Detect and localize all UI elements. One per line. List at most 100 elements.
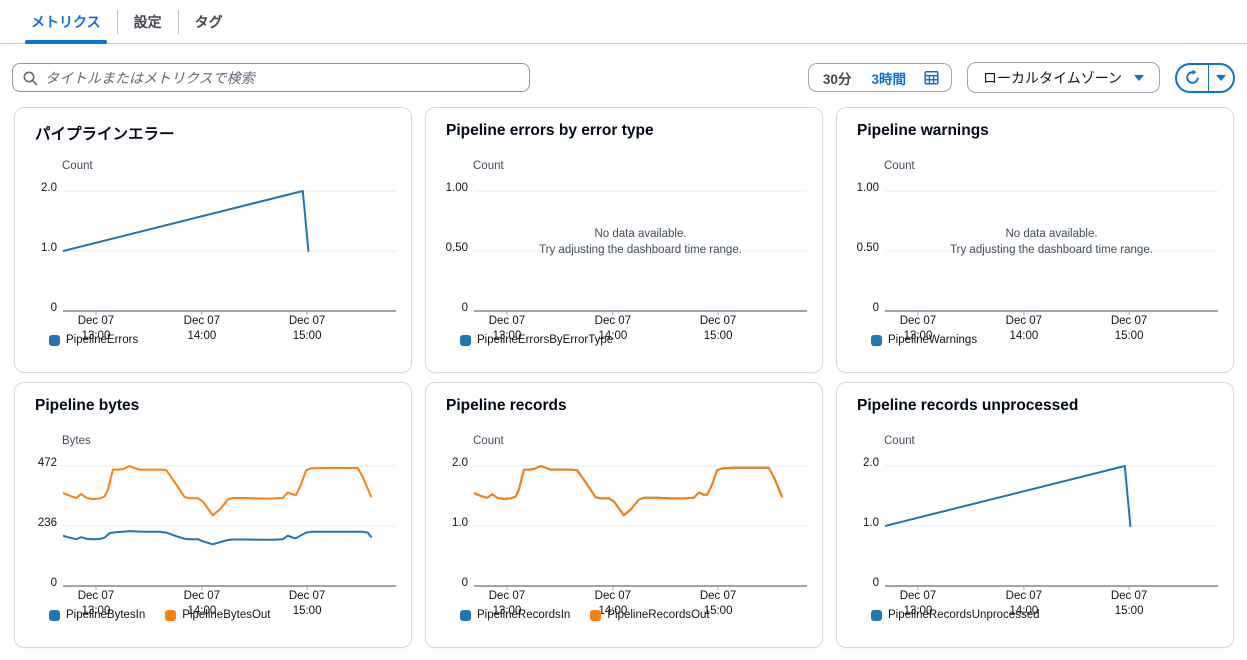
legend-color-swatch (460, 609, 471, 621)
chart-plot (885, 190, 1218, 315)
legend-color-swatch (871, 609, 882, 621)
x-tick-label: Dec 07 15:00 (1110, 590, 1148, 617)
timezone-dropdown[interactable]: ローカルタイムゾーン (966, 62, 1160, 93)
y-axis-label: Count (473, 435, 504, 447)
legend-label: PipelineRecordsOut (607, 609, 710, 621)
calendar-icon (924, 71, 939, 85)
legend-color-swatch (165, 609, 177, 621)
x-tick-label: Dec 07 14:00 (183, 590, 221, 617)
y-tick-label: 0.50 (445, 242, 468, 254)
x-tick-label: Dec 07 14:00 (594, 315, 632, 342)
y-tick-label: 0 (461, 577, 468, 589)
y-tick-label: 0 (50, 302, 57, 314)
time-range-group: 30分 3時間 (807, 63, 952, 92)
series-line-PipelineRecordsIn (474, 465, 783, 517)
legend-item[interactable]: PipelineWarnings (871, 334, 977, 346)
x-tick-label: Dec 07 15:00 (288, 315, 326, 342)
chart-legend: PipelineErrors (49, 334, 138, 346)
legend-color-swatch (49, 609, 60, 621)
x-tick-label: Dec 07 13:00 (77, 315, 115, 342)
timezone-label: ローカルタイムゾーン (982, 69, 1122, 86)
y-tick-label: 2.0 (41, 182, 57, 194)
time-controls: 30分 3時間 ローカルタイムゾーン (807, 62, 1235, 93)
calendar-button[interactable] (916, 70, 947, 85)
series-line-PipelineErrors (63, 190, 310, 252)
legend-color-swatch (460, 334, 471, 346)
metric-card: Pipeline errors by error type Count 1.00 0.… (425, 107, 823, 373)
metric-card: Pipeline records Count 2.0 1.0 0 Dec 07 13:00 D… (425, 382, 823, 648)
x-tick-label: Dec 07 13:00 (488, 315, 526, 342)
search-input[interactable] (13, 64, 529, 91)
y-axis-label: Count (62, 160, 93, 172)
chart-title: Pipeline warnings (857, 122, 989, 139)
empty-state-message: No data available. Try adjusting the dash… (539, 228, 742, 257)
series-line-PipelineBytesIn (63, 530, 372, 546)
tab-metrics[interactable]: メトリクス (15, 0, 117, 44)
chart-plot (63, 465, 396, 590)
legend-label: PipelineRecordsUnprocessed (888, 609, 1040, 621)
legend-item[interactable]: PipelineErrorsByErrorType (460, 334, 613, 346)
y-tick-label: 1.0 (863, 517, 879, 529)
y-tick-label: 1.00 (445, 182, 468, 194)
x-tick-label: Dec 07 14:00 (1005, 590, 1043, 617)
legend-label: PipelineWarnings (888, 334, 978, 346)
x-tick-label: Dec 07 14:00 (1005, 315, 1043, 342)
metric-card: Pipeline bytes Bytes 472 236 0 Dec 07 13:00 Dec… (14, 382, 412, 648)
y-axis-label: Count (884, 435, 915, 447)
tab-separator (116, 9, 118, 34)
tab-tags[interactable]: タグ (179, 0, 239, 44)
legend-item[interactable]: PipelineBytesIn (49, 609, 145, 621)
x-tick-label: Dec 07 13:00 (899, 315, 937, 342)
legend-item[interactable]: PipelineRecordsUnprocessed (871, 609, 1040, 621)
y-tick-label: 1.00 (856, 182, 879, 194)
tab-bar: メトリクス 設定 タグ (0, 0, 1247, 44)
series-line-PipelineRecordsUnprocessed (885, 465, 1132, 527)
empty-state-message: No data available. Try adjusting the dash… (950, 228, 1153, 257)
y-axis-label: Count (884, 160, 915, 172)
y-tick-label: 0 (872, 577, 879, 589)
chart-title: Pipeline errors by error type (446, 122, 654, 139)
tab-settings[interactable]: 設定 (118, 0, 178, 44)
chart-plot (63, 190, 396, 315)
y-tick-label: 0 (50, 577, 57, 589)
x-tick-label: Dec 07 15:00 (288, 590, 326, 617)
x-tick-label: Dec 07 15:00 (699, 315, 737, 342)
legend-item[interactable]: PipelineBytesOut (165, 609, 271, 621)
y-tick-label: 1.0 (41, 242, 57, 254)
legend-color-swatch (871, 334, 882, 346)
tab-metrics-label: メトリクス (31, 13, 101, 30)
y-tick-label: 236 (37, 517, 57, 529)
refresh-options-button[interactable] (1208, 64, 1233, 91)
search-box (12, 63, 530, 92)
legend-color-swatch (590, 609, 602, 621)
chart-legend: PipelineBytesIn PipelineBytesOut (49, 609, 271, 621)
x-tick-label: Dec 07 15:00 (1110, 315, 1148, 342)
legend-item[interactable]: PipelineErrors (49, 334, 138, 346)
chart-legend: PipelineRecordsUnprocessed (871, 609, 1040, 621)
x-tick-label: Dec 07 13:00 (77, 590, 115, 617)
metric-card: パイプラインエラー Count 2.0 1.0 0 Dec 07 13:00 Dec 07 14… (14, 107, 412, 373)
x-tick-label: Dec 07 13:00 (899, 590, 937, 617)
metrics-grid: パイプラインエラー Count 2.0 1.0 0 Dec 07 13:00 Dec 07 14… (0, 107, 1247, 648)
y-tick-label: 2.0 (863, 457, 879, 469)
chart-plot (474, 190, 807, 315)
time-range-30m-button[interactable]: 30分 (813, 68, 862, 88)
y-axis-label: Count (473, 160, 504, 172)
refresh-button[interactable] (1177, 65, 1208, 91)
search-icon (23, 71, 38, 86)
chart-legend: PipelineErrorsByErrorType (460, 334, 613, 346)
legend-label: PipelineBytesIn (66, 609, 146, 621)
y-tick-label: 0.50 (856, 242, 879, 254)
x-tick-label: Dec 07 15:00 (699, 590, 737, 617)
legend-item[interactable]: PipelineRecordsIn (460, 609, 570, 621)
chart-legend: PipelineWarnings (871, 334, 977, 346)
legend-item[interactable]: PipelineRecordsOut (590, 609, 710, 621)
tab-settings-label: 設定 (133, 13, 162, 30)
y-tick-label: 1.0 (452, 517, 468, 529)
chevron-down-icon (1134, 74, 1144, 81)
legend-label: PipelineErrorsByErrorType (477, 334, 614, 346)
chart-legend: PipelineRecordsIn PipelineRecordsOut (460, 609, 710, 621)
tab-separator (177, 9, 179, 34)
metric-card: Pipeline warnings Count 1.00 0.50 0 Dec 07 13:… (836, 107, 1234, 373)
time-range-3h-button[interactable]: 3時間 (861, 68, 916, 88)
